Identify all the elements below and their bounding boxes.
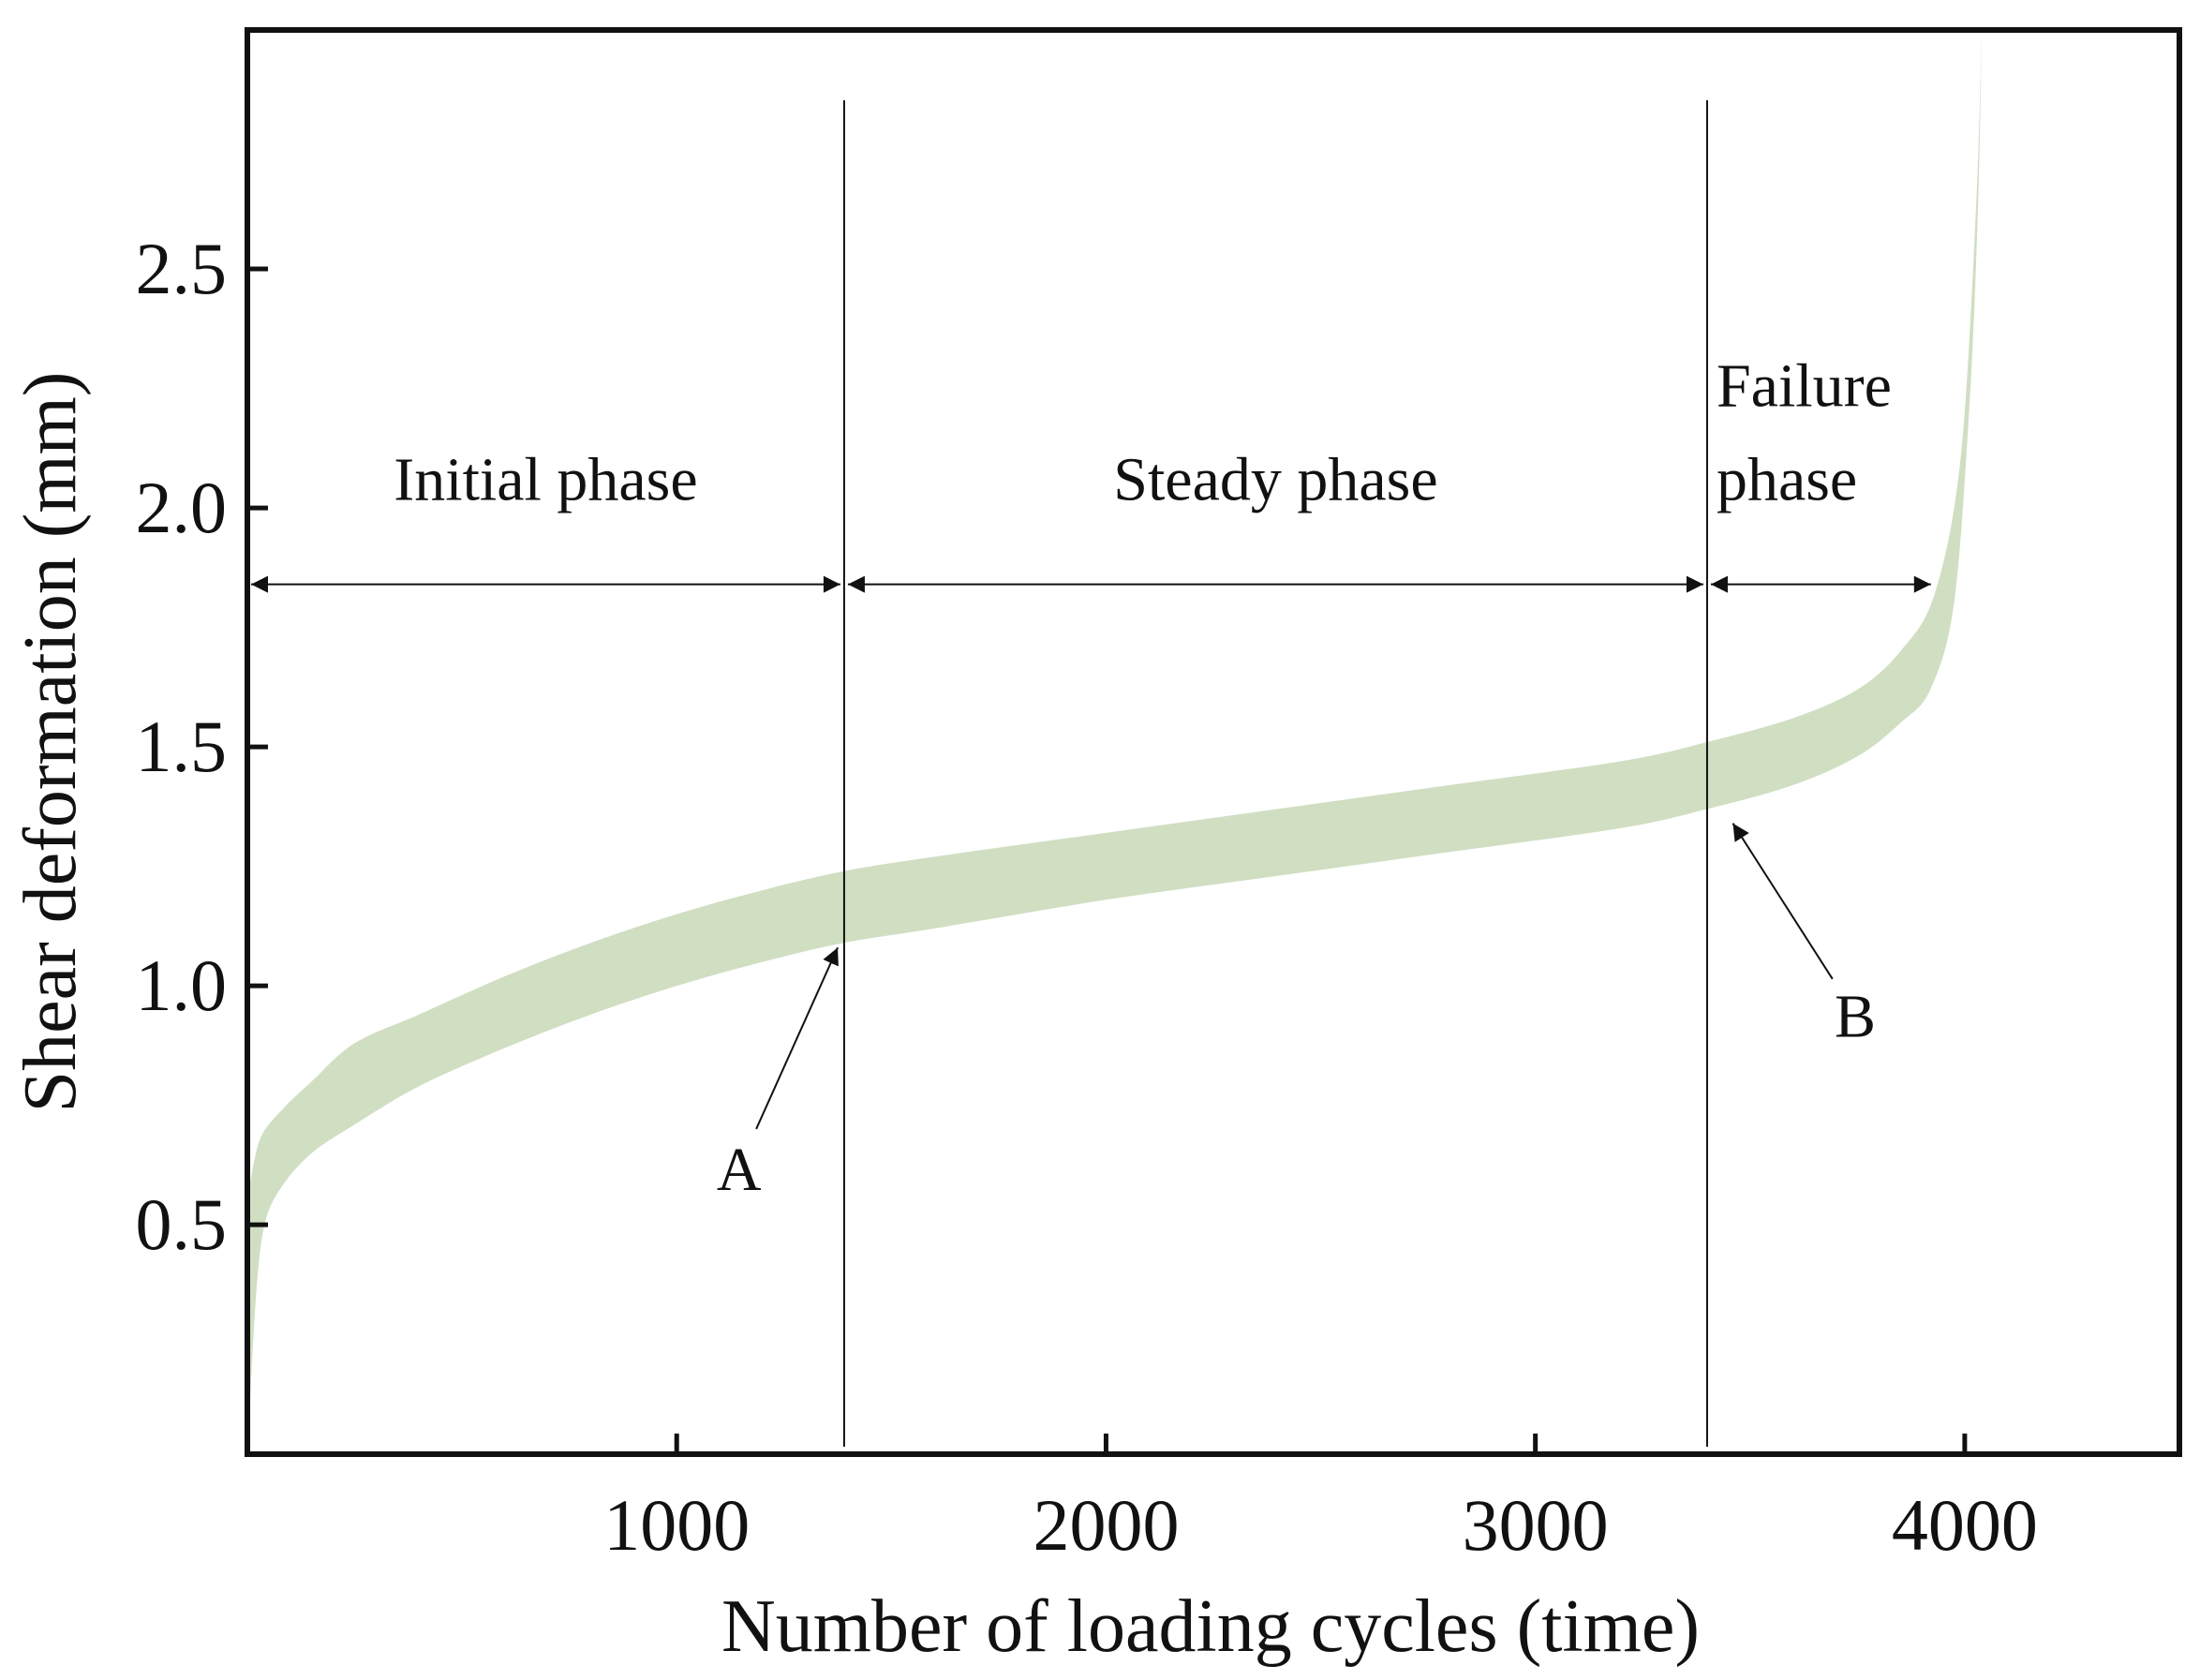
y-tick-label-2: 2.0 [136,467,228,548]
point-annotation-group: AB [717,823,1876,1204]
phase-annotation-group: Initial phase Steady phase Failure phase [251,352,1931,593]
y-tick-label-1-5: 1.5 [136,706,228,787]
annotation-label-b: B [1835,983,1876,1051]
annotation-arrow-a [755,946,839,1130]
phase-label-2: Steady phase [1113,446,1437,514]
plot-frame [245,27,2182,1457]
deformation-band-area [249,30,1983,1417]
deformation-band-group [249,30,1983,1417]
annotation-label-a: A [717,1136,762,1204]
y-tick-label-1: 1.0 [136,944,228,1026]
phase-label-3-line-2: phase [1717,446,1857,514]
phase-label-1: Initial phase [394,446,697,514]
x-axis-title: Number of loading cycles (time) [721,1585,1700,1668]
x-axis-ticks: 1000 2000 3000 4000 [603,1434,2038,1566]
y-axis-ticks: 0.5 1.0 1.5 2.0 2.5 [136,228,268,1265]
y-axis-title: Shear deformation (mm) [9,372,92,1113]
y-tick-label-2-5: 2.5 [136,228,228,309]
phase-boundary-group [842,100,1708,1447]
x-tick-label-1000: 1000 [603,1484,750,1566]
x-tick-label-4000: 4000 [1892,1484,2038,1566]
annotation-arrow-b [1732,823,1834,980]
y-tick-label-0-5: 0.5 [136,1183,228,1265]
x-tick-label-3000: 3000 [1463,1484,1609,1566]
phase-label-3-line-1: Failure [1717,352,1892,421]
x-tick-label-2000: 2000 [1033,1484,1179,1566]
